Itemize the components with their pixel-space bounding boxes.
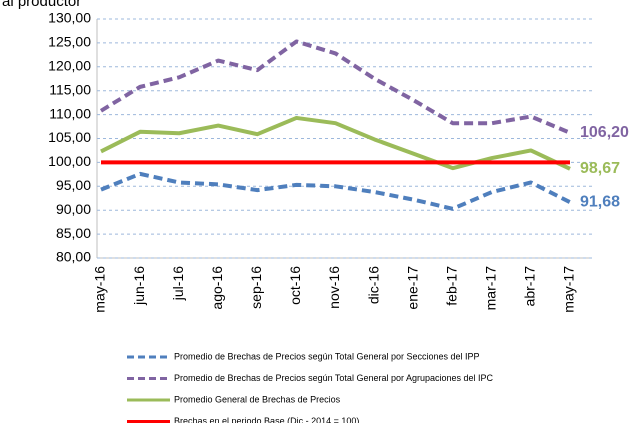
x-tick-label: ene-17 — [404, 266, 420, 310]
legend-label: Brechas en el periodo Base (Dic - 2014 =… — [174, 416, 359, 423]
y-tick-label: 80,00 — [56, 249, 91, 265]
legend-label: Promedio de Brechas de Precios según Tot… — [174, 351, 480, 361]
y-tick-label: 115,00 — [49, 81, 91, 97]
x-tick-label: dic-16 — [365, 266, 381, 304]
y-tick-label: 120,00 — [48, 58, 91, 74]
y-tick-label: 105,00 — [48, 129, 91, 145]
x-tick-label: feb-17 — [443, 266, 459, 306]
legend-label: Promedio General de Brechas de Precios — [174, 394, 341, 404]
y-tick-label: 110,00 — [49, 105, 91, 121]
y-tick-label: 85,00 — [56, 225, 91, 241]
x-tick-label: jun-16 — [131, 266, 147, 306]
y-tick-label: 100,00 — [48, 153, 91, 169]
value-label: 98,67 — [580, 160, 620, 177]
series-line — [99, 39, 571, 135]
x-tick-label: jul-16 — [170, 266, 186, 301]
x-tick-label: oct-16 — [287, 266, 303, 305]
y-tick-label: 130,00 — [48, 10, 91, 26]
value-label: 91,68 — [580, 193, 620, 210]
x-tick-label: sep-16 — [248, 266, 264, 309]
x-tick-label: abr-17 — [522, 266, 538, 307]
x-tick-label: mar-17 — [483, 266, 499, 311]
value-label: 106,20 — [580, 124, 629, 141]
x-tick-label: may-17 — [561, 266, 577, 313]
y-tick-label: 95,00 — [56, 177, 91, 193]
series-line — [100, 171, 571, 211]
series-line — [100, 115, 571, 171]
x-tick-label: may-16 — [92, 266, 108, 313]
y-tick-label: 125,00 — [48, 34, 91, 50]
x-tick-label: ago-16 — [209, 266, 225, 310]
y-tick-label: 90,00 — [56, 201, 91, 217]
legend-label: Promedio de Brechas de Precios según Tot… — [174, 373, 494, 383]
chart-title: al productor — [2, 0, 81, 10]
x-tick-label: nov-16 — [326, 266, 342, 309]
